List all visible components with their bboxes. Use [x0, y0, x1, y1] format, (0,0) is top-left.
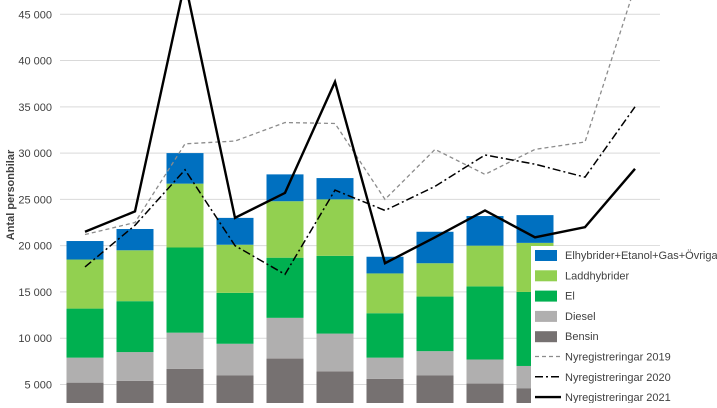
- line-series: [84, 0, 636, 276]
- gridlines: [60, 13, 660, 385]
- bar-segment-elhybrider-etanol-gas-vriga: [516, 215, 554, 243]
- bar-segment-laddhybrider: [166, 183, 204, 248]
- bar-segment-diesel: [166, 332, 204, 369]
- legend-label-nyregistreringar-2020: Nyregistreringar 2020: [565, 372, 671, 384]
- legend-background: [531, 246, 717, 407]
- legend-label-diesel: Diesel: [565, 311, 596, 323]
- bar-segment-bensin: [416, 375, 454, 403]
- y-tick-label: 10 000: [18, 333, 52, 345]
- legend-swatch-diesel: [535, 310, 557, 322]
- y-tick-label: 5 000: [24, 379, 52, 391]
- bar-segment-diesel: [316, 333, 354, 372]
- bar-segment-laddhybrider: [416, 263, 454, 297]
- y-tick-label: 45 000: [18, 9, 52, 21]
- legend-swatch-elhybrider-etanol-gas-vriga: [535, 250, 557, 261]
- legend-label-el: El: [565, 291, 575, 303]
- legend-label-nyregistreringar-2019: Nyregistreringar 2019: [565, 352, 671, 364]
- legend-label-elhybrider-etanol-gas-vriga: Elhybrider+Etanol+Gas+Övriga: [565, 250, 717, 262]
- bar-segment-bensin: [366, 378, 404, 403]
- bar-segment-bensin: [316, 371, 354, 403]
- bar-segment-el: [466, 286, 504, 360]
- bar-segment-laddhybrider: [66, 259, 104, 309]
- bar-segment-el: [216, 292, 254, 344]
- y-axis-ticks: 5 000 10 000 15 000 20 000 25 000 30 000 35 00…: [18, 9, 52, 391]
- bar-segment-laddhybrider: [316, 199, 354, 256]
- bar-segment-diesel: [466, 359, 504, 384]
- bar-segment-el: [66, 308, 104, 358]
- bar-segment-diesel: [416, 351, 454, 376]
- bar-segment-el: [166, 247, 204, 333]
- legend: Elhybrider+Etanol+Gas+Övriga Laddhybrider…: [531, 246, 717, 407]
- line-nyregistreringar-2020: [84, 106, 636, 276]
- line-nyregistreringar-2021: [84, 0, 636, 265]
- bar-segment-bensin: [266, 358, 304, 403]
- bar-segment-elhybrider-etanol-gas-vriga: [266, 174, 304, 202]
- bar-segment-elhybrider-etanol-gas-vriga: [466, 216, 504, 246]
- bar-segment-laddhybrider: [266, 201, 304, 258]
- y-axis-label: Antal personbilar: [5, 149, 17, 240]
- bar-segment-bensin: [166, 368, 204, 403]
- bar-segment-diesel: [266, 317, 304, 359]
- legend-swatch-bensin: [535, 331, 557, 343]
- bar-segment-el: [416, 296, 454, 352]
- legend-swatch-laddhybrider: [535, 270, 557, 282]
- bar-segment-bensin: [116, 380, 154, 403]
- line-nyregistreringar-2019: [84, 0, 632, 236]
- bar-segment-elhybrider-etanol-gas-vriga: [366, 256, 404, 274]
- bar-segment-el: [116, 301, 154, 353]
- bar-segment-elhybrider-etanol-gas-vriga: [66, 241, 104, 260]
- bar-segment-bensin: [66, 382, 104, 403]
- bar-segment-diesel: [116, 352, 154, 381]
- y-tick-label: 20 000: [18, 241, 52, 253]
- bar-segment-bensin: [466, 383, 504, 403]
- y-tick-label: 40 000: [18, 56, 52, 68]
- bar-segment-diesel: [216, 343, 254, 376]
- bar-segment-laddhybrider: [466, 245, 504, 287]
- bar-segment-elhybrider-etanol-gas-vriga: [216, 217, 254, 245]
- y-tick-label: 15 000: [18, 287, 52, 299]
- legend-label-nyregistreringar-2021: Nyregistreringar 2021: [565, 392, 671, 403]
- bar-segment-el: [366, 313, 404, 358]
- y-tick-label: 35 000: [18, 102, 52, 114]
- bar-segment-laddhybrider: [216, 244, 254, 293]
- bar-segment-laddhybrider: [116, 250, 154, 302]
- y-tick-label: 30 000: [18, 148, 52, 160]
- bar-segment-bensin: [216, 375, 254, 403]
- bar-segment-elhybrider-etanol-gas-vriga: [116, 228, 154, 251]
- bar-segment-diesel: [66, 357, 104, 383]
- legend-label-laddhybrider: Laddhybrider: [565, 270, 630, 282]
- legend-label-bensin: Bensin: [565, 331, 599, 343]
- legend-swatch-el: [535, 290, 557, 302]
- bar-segment-laddhybrider: [366, 273, 404, 314]
- bar-segment-el: [316, 255, 354, 334]
- bar-segment-diesel: [366, 357, 404, 379]
- bar-segment-elhybrider-etanol-gas-vriga: [166, 153, 204, 184]
- y-tick-label: 25 000: [18, 194, 52, 206]
